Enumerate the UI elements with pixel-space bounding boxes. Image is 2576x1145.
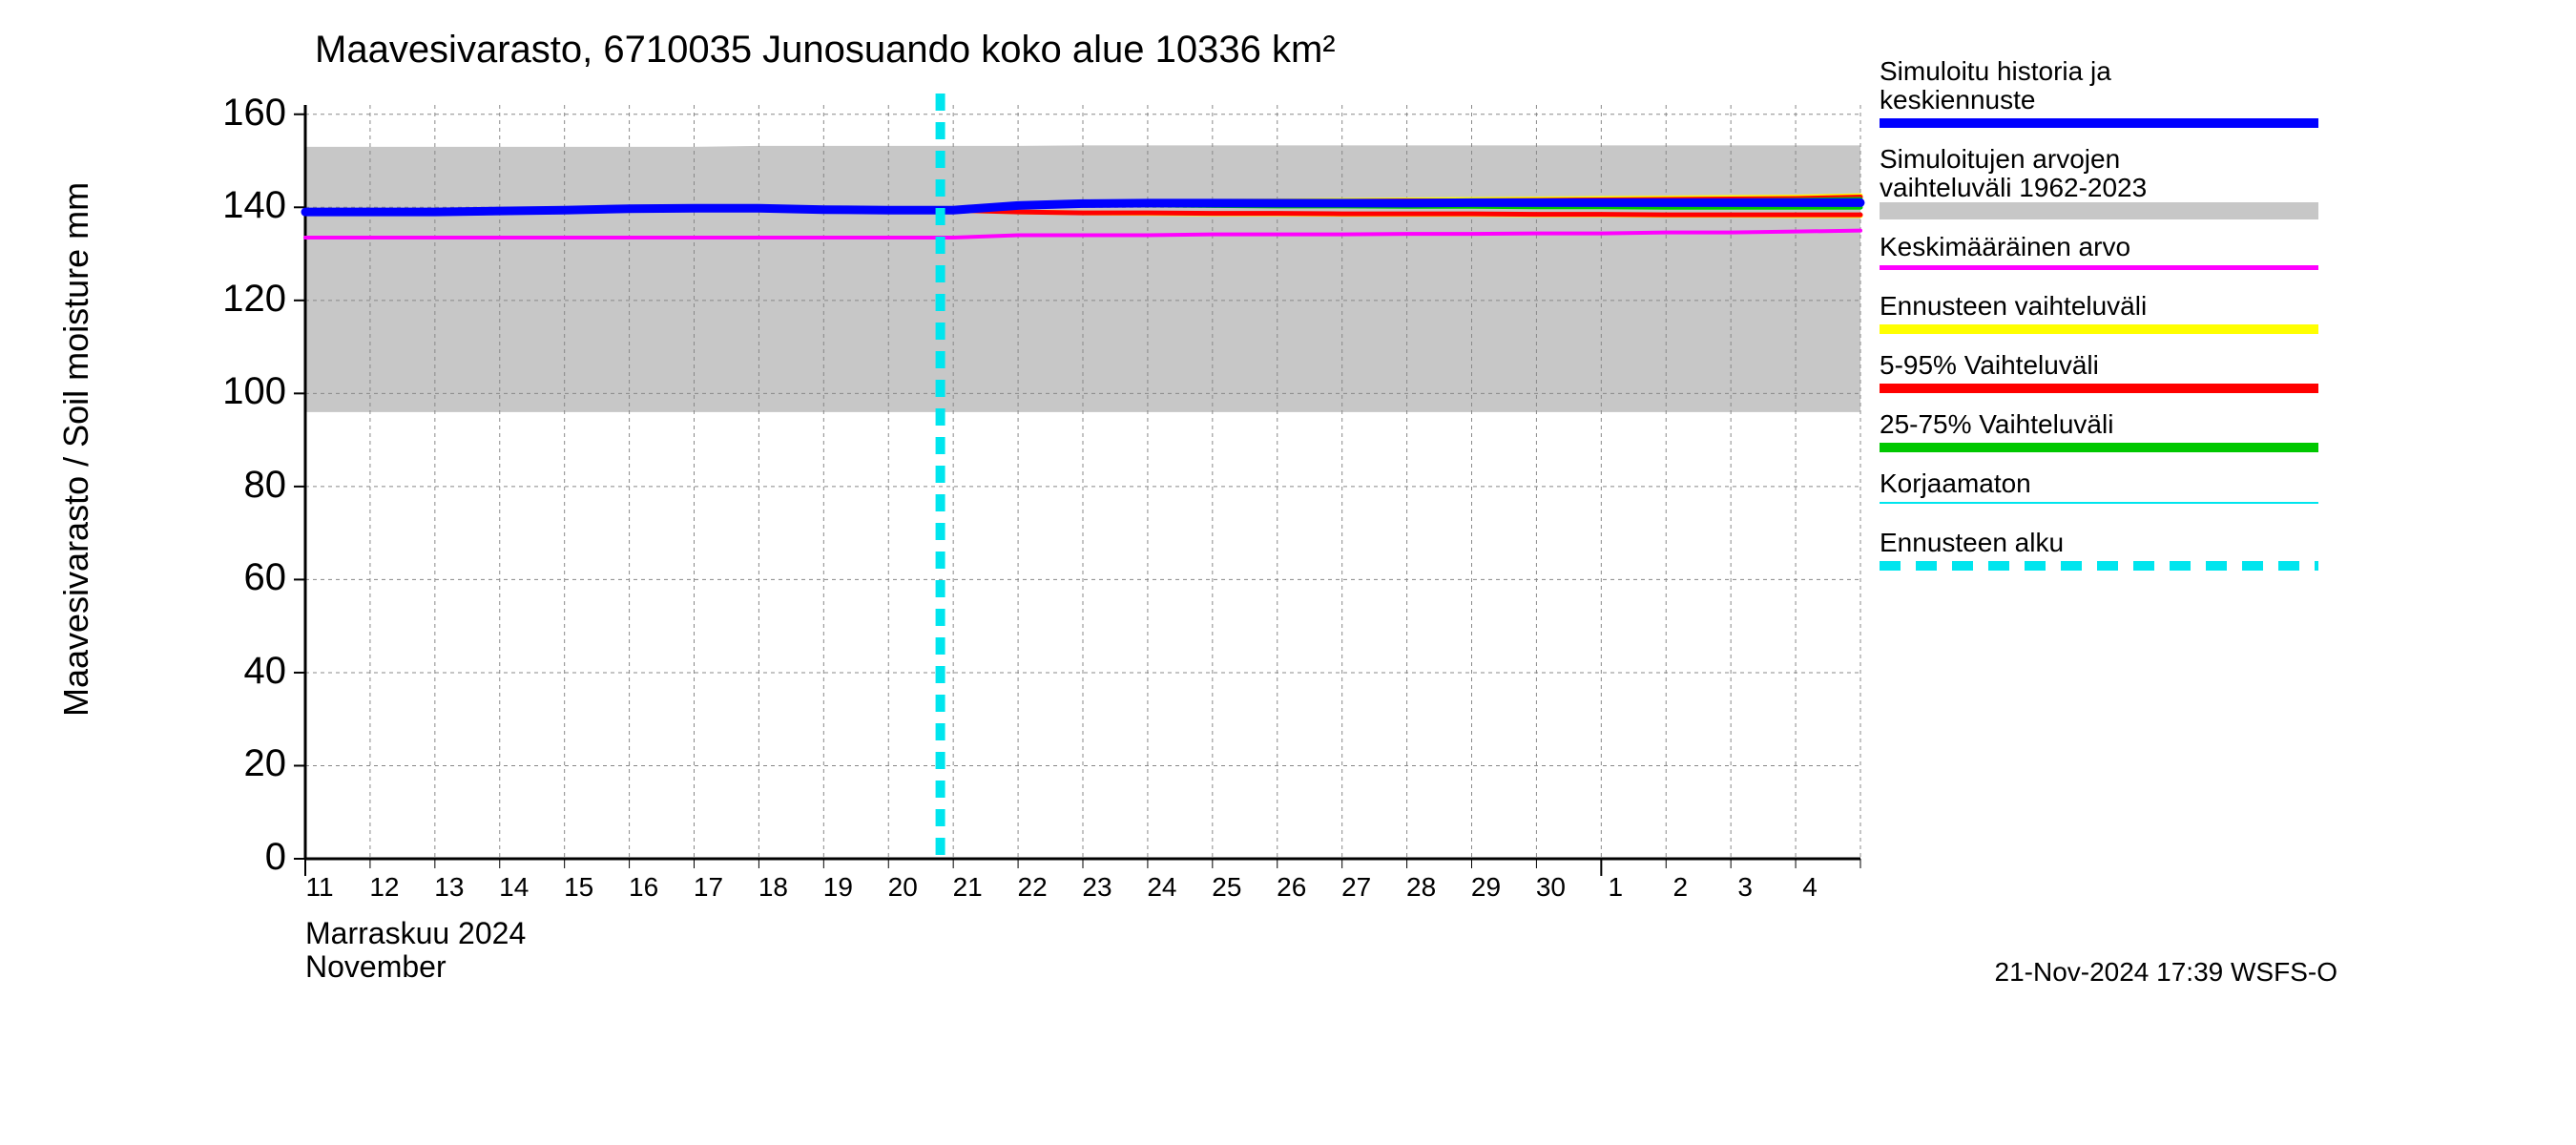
x-tick-29: 29 <box>1463 872 1510 903</box>
legend-label-0-0: Simuloitu historia ja <box>1880 57 2111 87</box>
legend-swatch-1 <box>1880 202 2318 219</box>
x-tick-4: 4 <box>1786 872 1834 903</box>
chart-container: Maavesivarasto, 6710035 Junosuando koko … <box>0 0 2576 1145</box>
x-tick-21: 21 <box>944 872 991 903</box>
legend-label-4-0: 5-95% Vaihteluväli <box>1880 351 2099 381</box>
x-tick-16: 16 <box>620 872 668 903</box>
x-tick-20: 20 <box>879 872 926 903</box>
y-tick-120: 120 <box>200 278 286 321</box>
x-tick-26: 26 <box>1268 872 1316 903</box>
x-tick-12: 12 <box>361 872 408 903</box>
y-tick-160: 160 <box>200 92 286 135</box>
legend-label-1-1: vaihteluväli 1962-2023 <box>1880 174 2147 203</box>
x-tick-17: 17 <box>685 872 733 903</box>
x-tick-15: 15 <box>555 872 603 903</box>
y-tick-140: 140 <box>200 184 286 227</box>
x-month-label-1: Marraskuu 2024 <box>305 916 526 951</box>
y-tick-20: 20 <box>200 742 286 785</box>
x-month-label-2: November <box>305 949 447 985</box>
x-tick-18: 18 <box>749 872 797 903</box>
x-tick-27: 27 <box>1333 872 1381 903</box>
x-tick-3: 3 <box>1721 872 1769 903</box>
legend-label-2-0: Keskimääräinen arvo <box>1880 233 2130 262</box>
legend-label-0-1: keskiennuste <box>1880 86 2035 115</box>
legend-swatch-7 <box>1880 561 2318 571</box>
legend-label-1-0: Simuloitujen arvojen <box>1880 145 2120 175</box>
legend-label-5-0: 25-75% Vaihteluväli <box>1880 410 2113 440</box>
x-tick-30: 30 <box>1527 872 1574 903</box>
y-tick-100: 100 <box>200 370 286 413</box>
footer-timestamp: 21-Nov-2024 17:39 WSFS-O <box>1995 957 2338 988</box>
y-tick-80: 80 <box>200 464 286 507</box>
y-tick-40: 40 <box>200 650 286 693</box>
x-tick-19: 19 <box>814 872 862 903</box>
legend-label-7-0: Ennusteen alku <box>1880 529 2064 558</box>
x-tick-25: 25 <box>1203 872 1251 903</box>
x-tick-13: 13 <box>426 872 473 903</box>
x-tick-23: 23 <box>1073 872 1121 903</box>
legend-swatch-0 <box>1880 118 2318 128</box>
x-tick-28: 28 <box>1398 872 1445 903</box>
x-tick-1: 1 <box>1591 872 1639 903</box>
x-tick-24: 24 <box>1138 872 1186 903</box>
x-tick-11: 11 <box>296 872 343 903</box>
legend-swatch-3 <box>1880 324 2318 334</box>
legend-swatch-6 <box>1880 502 2318 504</box>
legend-swatch-2 <box>1880 265 2318 270</box>
y-tick-0: 0 <box>200 836 286 879</box>
legend-label-6-0: Korjaamaton <box>1880 469 2031 499</box>
x-tick-14: 14 <box>490 872 538 903</box>
legend-label-3-0: Ennusteen vaihteluväli <box>1880 292 2147 322</box>
y-tick-60: 60 <box>200 556 286 599</box>
legend-swatch-4 <box>1880 384 2318 393</box>
x-tick-2: 2 <box>1656 872 1704 903</box>
x-tick-22: 22 <box>1008 872 1056 903</box>
legend-swatch-5 <box>1880 443 2318 452</box>
